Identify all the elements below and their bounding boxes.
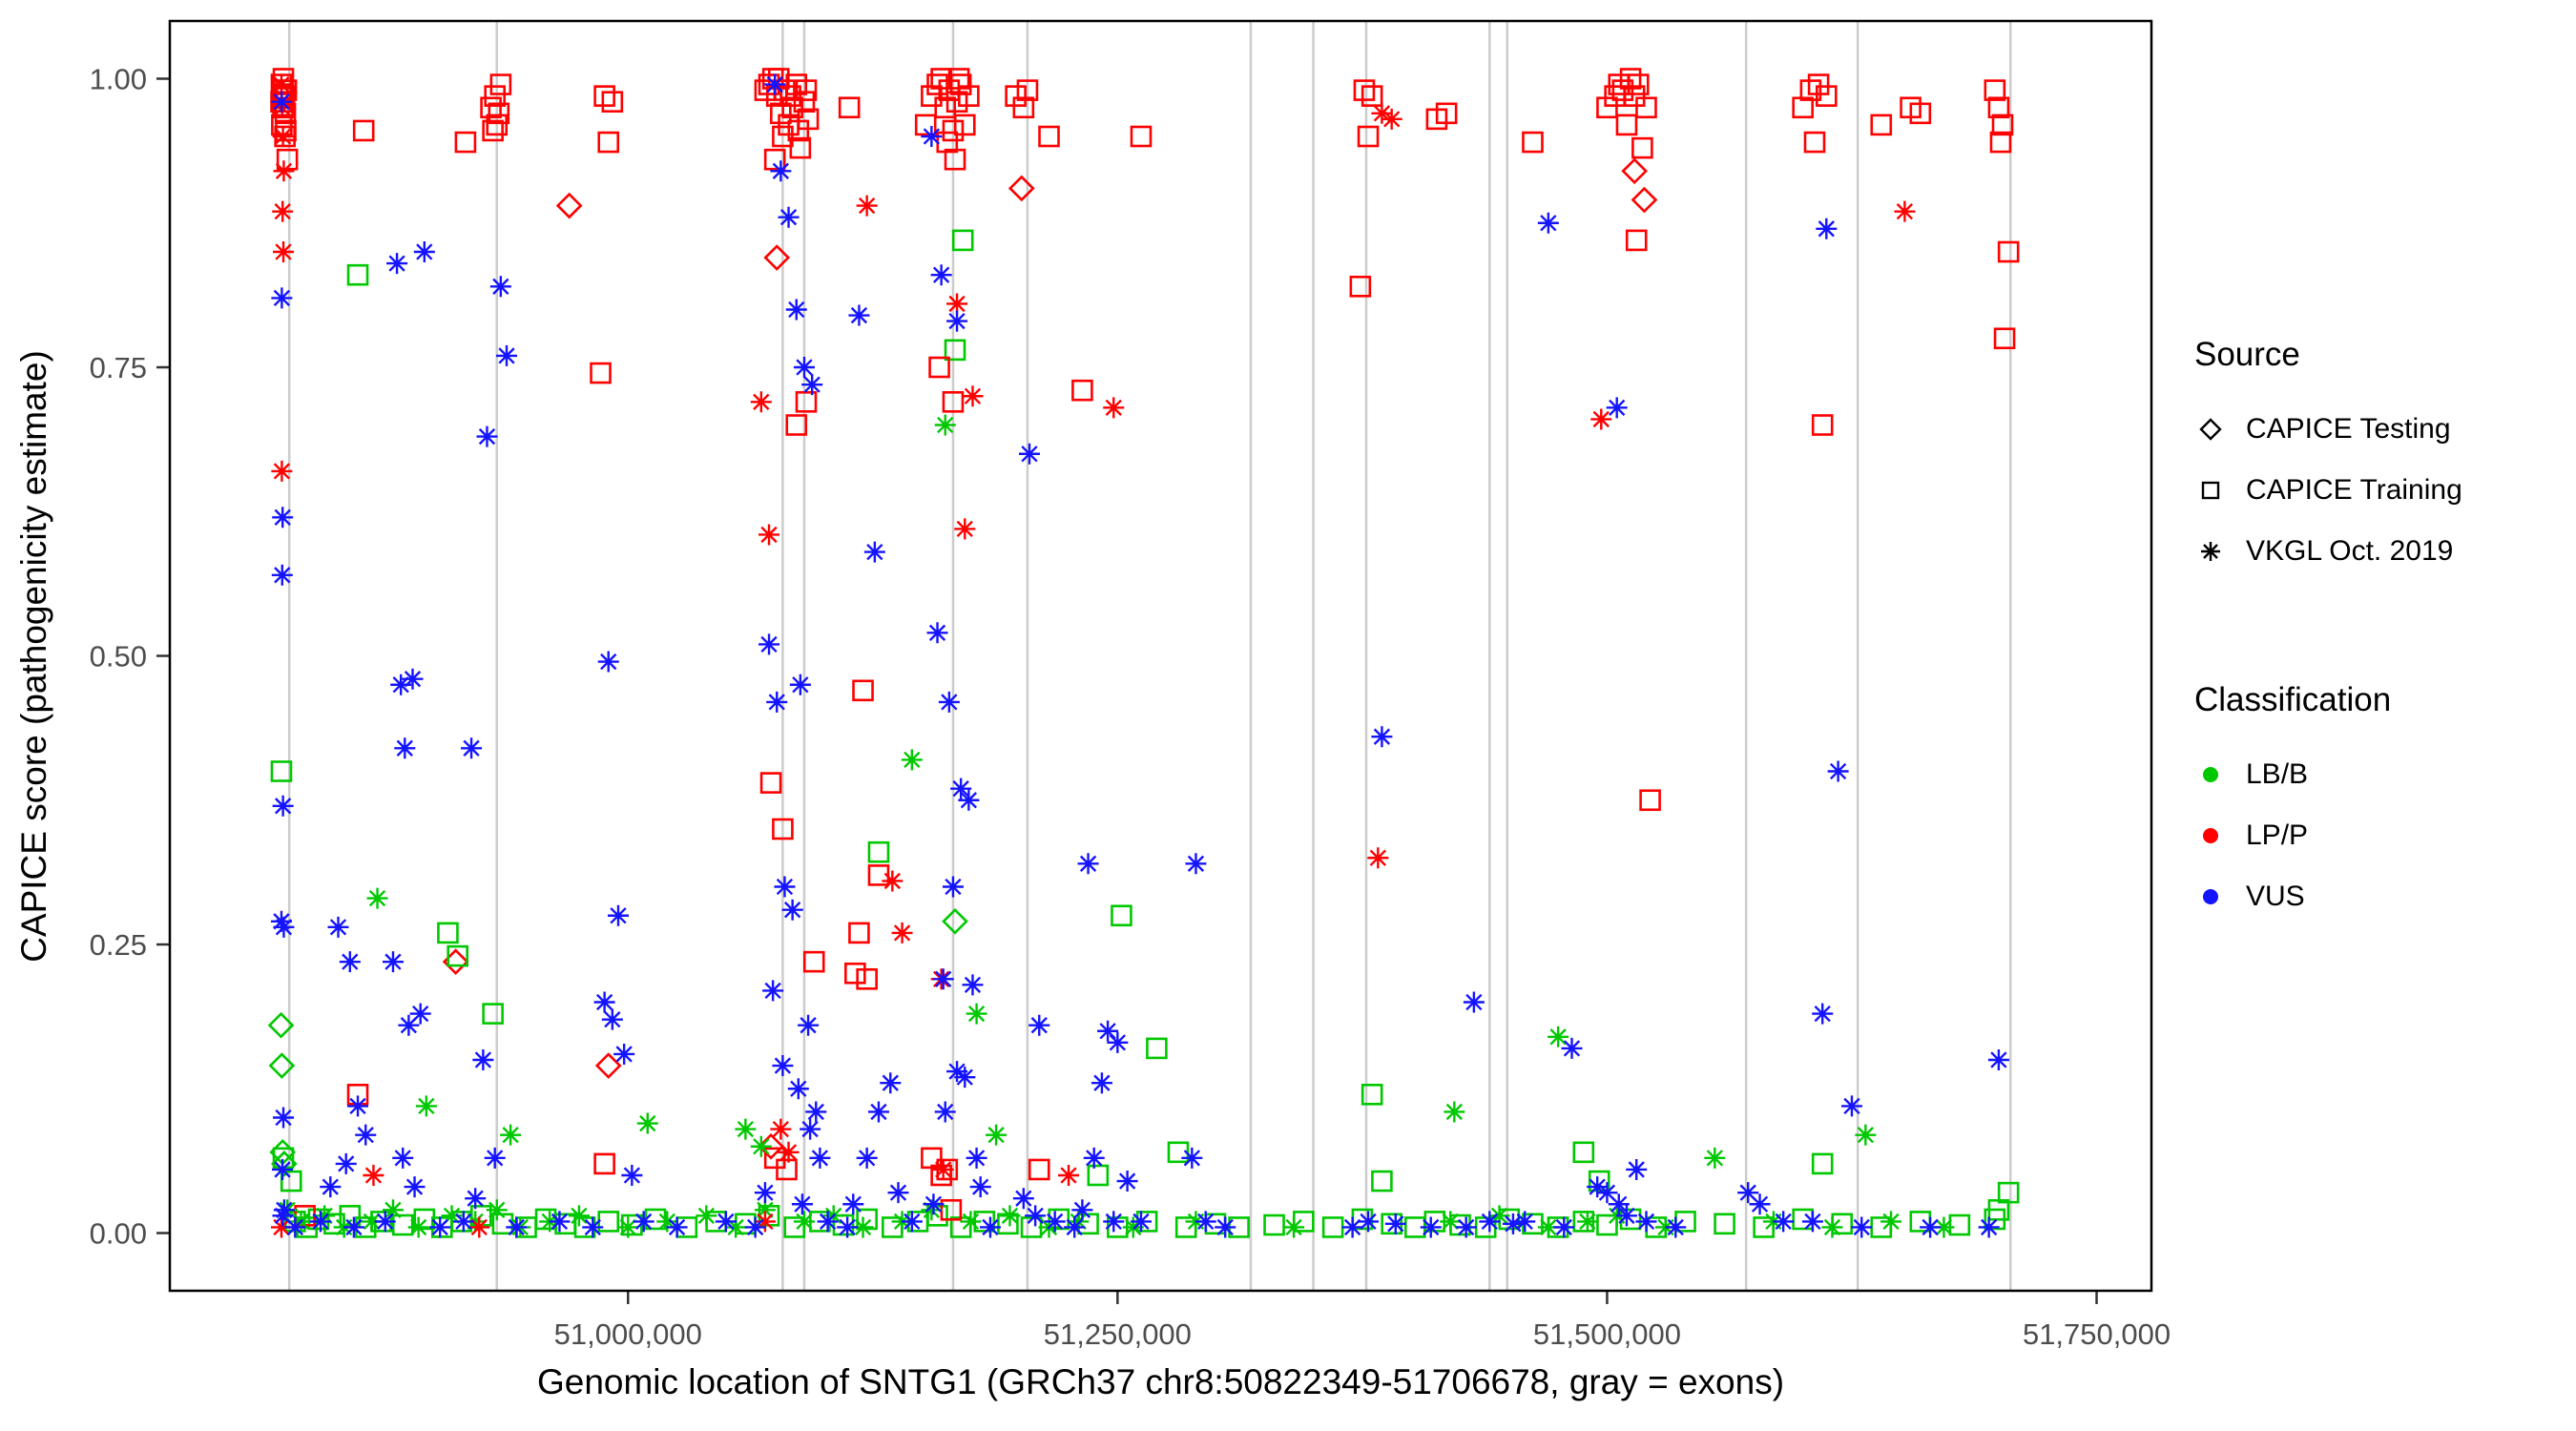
lbb-dot-icon [2203,767,2218,782]
legend-item-label: CAPICE Training [2246,474,2462,506]
lpp-dot-icon [2203,828,2218,843]
svg-text:0.25: 0.25 [90,928,147,962]
legend-item-lbb: LB/B [2194,744,2566,805]
legend-item-label: LB/B [2246,758,2309,790]
vus-dot-icon [2203,889,2218,904]
svg-text:51,500,000: 51,500,000 [1533,1317,1681,1351]
legend-item-label: CAPICE Testing [2246,413,2451,445]
legend: Source CAPICE Testing CAPICE Training VK… [2194,336,2566,927]
legend-item-vus: VUS [2194,866,2566,927]
legend-item-label: VUS [2246,881,2305,912]
x-axis-title: Genomic location of SNTG1 (GRCh37 chr8:5… [536,1362,1785,1401]
square-icon [2201,481,2220,500]
svg-text:1.00: 1.00 [90,63,147,96]
legend-item-capice-training: CAPICE Training [2194,460,2566,521]
legend-item-lpp: LP/P [2194,805,2566,866]
legend-item-capice-testing: CAPICE Testing [2194,399,2566,460]
svg-text:0.75: 0.75 [90,351,147,384]
legend-source-title: Source [2194,336,2300,373]
legend-classification-title: Classification [2194,681,2392,718]
legend-classification-block: Classification LB/B LP/P VUS [2194,681,2566,927]
svg-text:0.50: 0.50 [90,640,147,674]
svg-text:0.00: 0.00 [90,1217,147,1251]
diamond-icon [2199,418,2222,441]
svg-text:51,000,000: 51,000,000 [554,1317,702,1351]
svg-text:51,750,000: 51,750,000 [2023,1317,2171,1351]
legend-item-label: VKGL Oct. 2019 [2246,535,2454,567]
asterisk-icon [2201,542,2220,561]
svg-text:51,250,000: 51,250,000 [1044,1317,1192,1351]
legend-item-vkgl: VKGL Oct. 2019 [2194,521,2566,582]
y-axis-title: CAPICE score (pathogenicity estimate) [14,349,53,963]
legend-item-label: LP/P [2246,819,2309,851]
